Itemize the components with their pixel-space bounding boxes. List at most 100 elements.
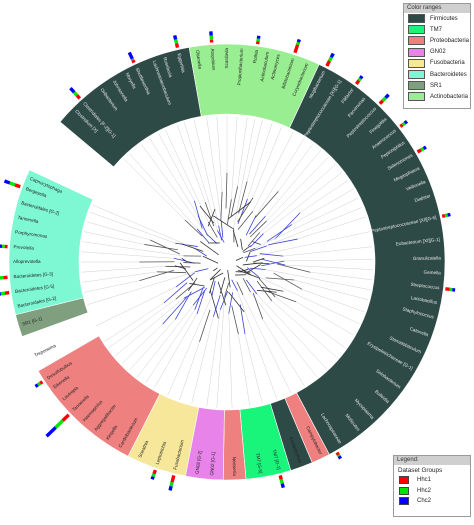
inner-branch xyxy=(228,292,234,314)
leaf-branch xyxy=(86,221,151,241)
taxon-label: Treponema xyxy=(33,343,57,358)
inner-branch xyxy=(242,278,251,293)
core-branch xyxy=(199,241,219,256)
dataset-bar-segment xyxy=(401,121,406,127)
core-branch xyxy=(227,201,252,220)
color-range-item: GN02 xyxy=(404,47,470,58)
dataset-bar-segment xyxy=(295,41,301,46)
leaf-branch xyxy=(301,289,365,313)
inner-branch xyxy=(265,277,295,281)
inner-branch xyxy=(261,260,285,267)
dataset-bar-segment xyxy=(296,38,301,43)
dataset-bar-segment xyxy=(420,147,425,152)
leaf-branch xyxy=(153,313,198,389)
dataset-bar-segment xyxy=(327,56,333,62)
dataset-bar-segment xyxy=(354,79,361,86)
dataset-bar-segment xyxy=(169,481,174,487)
leaf-branch xyxy=(266,156,329,222)
dataset-bar-segment xyxy=(61,413,70,422)
inner-branch xyxy=(196,228,209,243)
taxon-label: GN02 [G-1] xyxy=(209,452,216,476)
core-branch xyxy=(235,256,244,261)
dataset-bar-segment xyxy=(293,44,300,54)
leaf-branch xyxy=(275,296,346,349)
leaf-branch xyxy=(149,138,199,216)
leaf-branch xyxy=(136,305,194,378)
color-ranges-list: Firmicutes TM7 Proteobacteria GN02 Fusobacte… xyxy=(404,13,470,103)
inner-branch xyxy=(208,221,218,238)
inner-branch xyxy=(231,305,239,335)
color-range-item: Actinobacteria xyxy=(404,91,470,102)
inner-branch xyxy=(277,263,311,273)
core-branch xyxy=(260,286,284,292)
leaf-branch xyxy=(258,276,360,324)
inner-branch xyxy=(250,245,267,252)
inner-branch xyxy=(199,309,211,342)
inner-branch xyxy=(254,191,279,219)
taxon-label: Dialister xyxy=(414,193,432,203)
color-range-item: Firmicutes xyxy=(404,13,470,24)
color-swatch xyxy=(408,47,425,57)
color-range-label: GN02 xyxy=(430,49,446,56)
dataset-bar-segment xyxy=(378,99,384,105)
taxon-label: Granulicatella xyxy=(413,255,442,260)
leaf-branch xyxy=(179,341,200,401)
taxon-label: Olsenella xyxy=(195,50,203,70)
leaf-branch xyxy=(81,266,166,273)
dataset-bar-segment xyxy=(54,419,64,429)
taxon-label: Rothia xyxy=(252,49,259,63)
color-swatch xyxy=(408,14,425,24)
leaf-branch xyxy=(255,138,305,216)
dataset-bar-segment xyxy=(170,475,176,483)
core-branch xyxy=(213,215,234,229)
inner-branch xyxy=(247,232,261,247)
dataset-bar-segment xyxy=(72,91,79,97)
core-branch xyxy=(207,208,216,227)
taxon-label: Propionibacterium xyxy=(237,48,245,85)
dataset-bar-segment xyxy=(357,77,362,82)
color-swatch xyxy=(408,58,425,68)
core-branch xyxy=(242,245,251,252)
leaf-branch xyxy=(259,164,336,233)
dataset-bar-segment xyxy=(336,454,341,458)
dataset-group-item: Hhc1 xyxy=(394,475,470,486)
core-branch xyxy=(256,289,277,293)
leaf-branch xyxy=(233,118,256,228)
core-branch xyxy=(219,277,226,294)
inner-branch xyxy=(237,198,248,224)
color-range-item: Bacteroidetes xyxy=(404,69,470,80)
leaf-branch xyxy=(296,301,354,336)
taxon-label: Bacteroidetes [G-5] xyxy=(15,284,55,294)
leaf-branch xyxy=(95,286,177,327)
inner-branch xyxy=(194,200,203,229)
taxon-label: Lactobacillus xyxy=(411,295,439,305)
inner-branch xyxy=(259,253,284,257)
leaf-branch xyxy=(237,117,248,187)
inner-branch xyxy=(220,191,223,221)
inner-branch xyxy=(220,221,224,238)
color-range-item: TM7 xyxy=(404,24,470,35)
dataset-groups-list: Hhc1 Hhc2 Chc2 xyxy=(394,475,470,507)
color-range-label: TM7 xyxy=(430,26,442,33)
leaf-branch xyxy=(176,124,206,203)
color-swatch xyxy=(408,25,425,35)
leaf-branch xyxy=(184,122,218,231)
taxon-label: Roseburia xyxy=(162,57,173,79)
dataset-bar-segment xyxy=(359,75,364,80)
core-branch xyxy=(210,269,221,280)
inner-branch xyxy=(175,272,195,288)
leaf-branch xyxy=(84,231,145,245)
leaf-branch xyxy=(104,302,165,342)
leaf-branch xyxy=(294,279,369,301)
dataset-groups-legend: Legend: Dataset Groups Hhc1 Hhc2 Chc2 xyxy=(393,455,471,517)
dataset-bar-segment xyxy=(278,475,283,480)
core-branch xyxy=(227,270,231,288)
taxon-label: Prevotella xyxy=(13,244,34,250)
phylum-color-ranges xyxy=(8,43,446,481)
inner-branch xyxy=(237,210,254,230)
taxon-label: Eubacterium [XI][G-1] xyxy=(396,237,440,247)
taxon-label: Scardovia xyxy=(224,48,229,69)
core-branch xyxy=(240,238,243,250)
inner-branch xyxy=(246,267,259,278)
